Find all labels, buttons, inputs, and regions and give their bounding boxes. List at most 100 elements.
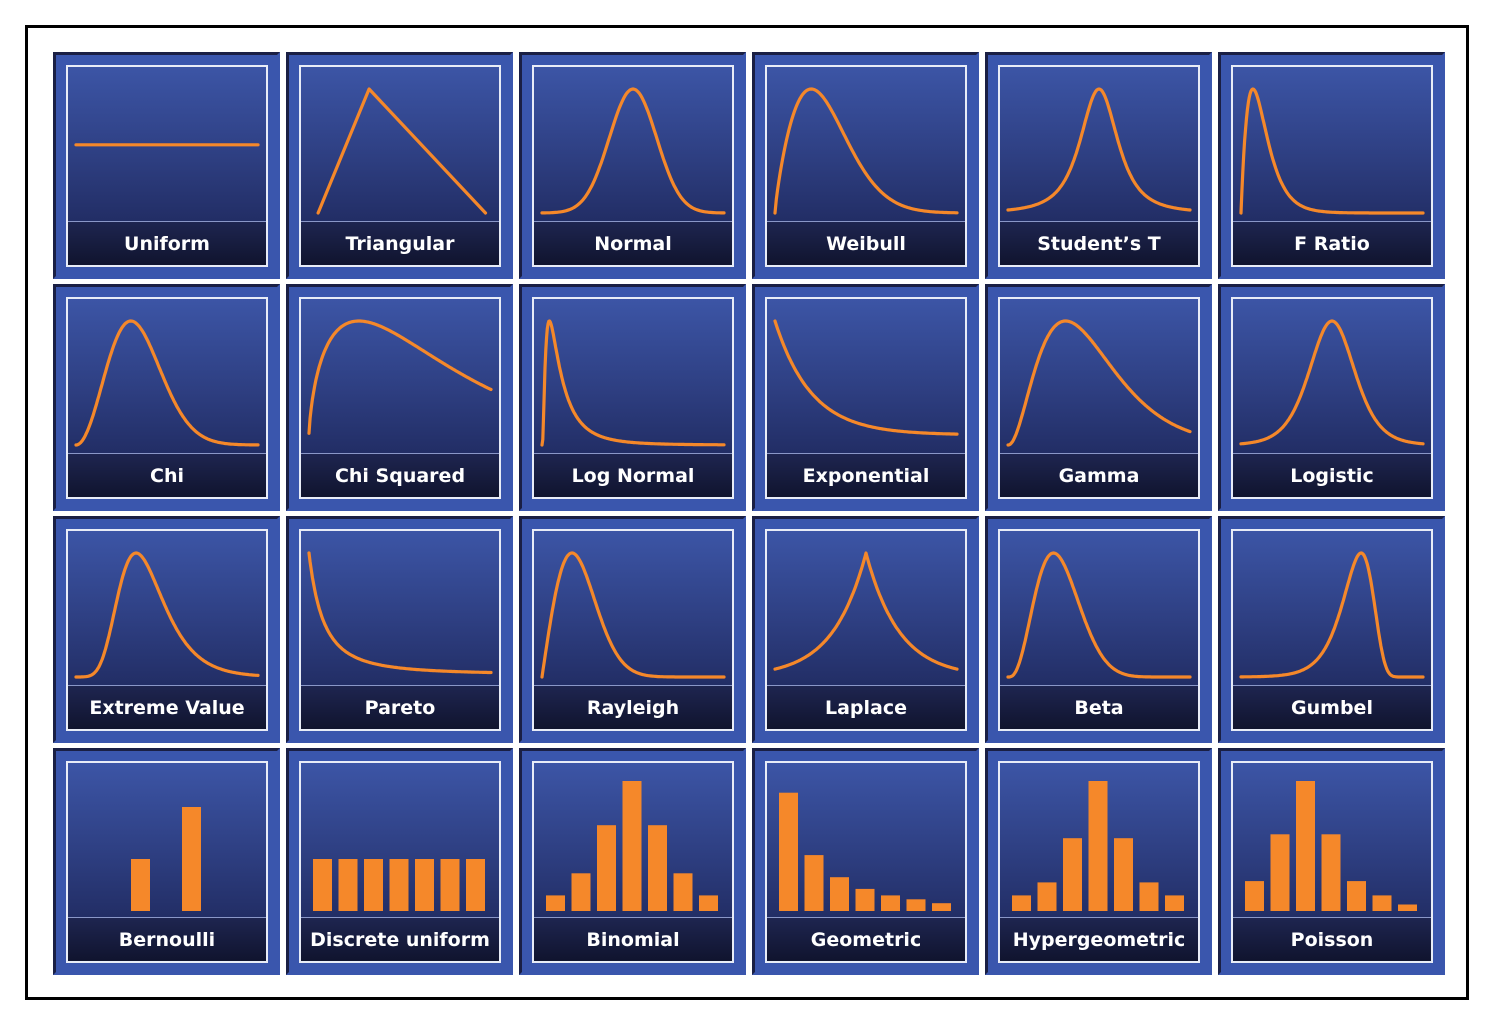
- tile-rayleigh: Rayleigh: [519, 516, 746, 743]
- distribution-chart: [1239, 319, 1425, 446]
- tile-pareto: Pareto: [286, 516, 513, 743]
- distribution-chart: [1239, 87, 1425, 215]
- density-curve: [307, 551, 493, 675]
- tile-label: Pareto: [301, 685, 499, 729]
- bar-3: [597, 825, 616, 911]
- bar-7: [932, 903, 951, 911]
- tile-plot: [767, 763, 965, 917]
- bar-7: [466, 859, 485, 911]
- tile-plot: [301, 299, 499, 453]
- density-curve: [540, 551, 726, 679]
- tile-label: Poisson: [1233, 917, 1431, 961]
- density-curve: [1239, 551, 1425, 679]
- tile-lognormal: Log Normal: [519, 284, 746, 511]
- tile-triangular: Triangular: [286, 52, 513, 279]
- density-curve: [1006, 87, 1192, 212]
- tile-weibull: Weibull: [752, 52, 979, 279]
- tile-label: Gamma: [1000, 453, 1198, 497]
- tile-plot: [68, 67, 266, 221]
- density-curve: [74, 319, 260, 447]
- distribution-chart: [1012, 781, 1184, 911]
- tile-panel: Log Normal: [532, 297, 734, 499]
- tile-panel: Extreme Value: [66, 529, 268, 731]
- tile-panel: Hypergeometric: [998, 761, 1200, 963]
- density-curve: [1006, 319, 1192, 447]
- bar-7: [1398, 904, 1417, 911]
- density-curve: [540, 87, 726, 215]
- tile-plot: [534, 299, 732, 453]
- bar-5: [182, 807, 201, 911]
- density-curve: [1006, 551, 1192, 679]
- tile-panel: Beta: [998, 529, 1200, 731]
- tile-plot: [301, 67, 499, 221]
- bar-6: [673, 873, 693, 911]
- tile-label: Rayleigh: [534, 685, 732, 729]
- density-curve: [316, 87, 488, 215]
- bar-3: [364, 859, 383, 911]
- tile-extremevalue: Extreme Value: [53, 516, 280, 743]
- tile-bars-19: Discrete uniform: [286, 748, 513, 975]
- tile-label: Laplace: [767, 685, 965, 729]
- tile-panel: Student’s T: [998, 65, 1200, 267]
- distribution-chart: [540, 87, 726, 215]
- distribution-chart: [773, 319, 959, 436]
- tile-bars-18: Bernoulli: [53, 748, 280, 975]
- distribution-chart: [74, 143, 260, 147]
- tile-panel: Exponential: [765, 297, 967, 499]
- distribution-chart: [74, 319, 260, 447]
- outer-frame: [25, 25, 1469, 1000]
- bar-2: [1037, 882, 1057, 911]
- tile-label: Normal: [534, 221, 732, 265]
- tile-panel: Rayleigh: [532, 529, 734, 731]
- tile-label: Chi: [68, 453, 266, 497]
- tile-label: Log Normal: [534, 453, 732, 497]
- distribution-chart: [1006, 87, 1192, 212]
- tile-panel: Bernoulli: [66, 761, 268, 963]
- tile-panel: Gamma: [998, 297, 1200, 499]
- tile-label: Uniform: [68, 221, 266, 265]
- tile-panel: Triangular: [299, 65, 501, 267]
- tile-label: Geometric: [767, 917, 965, 961]
- tile-bars-20: Binomial: [519, 748, 746, 975]
- density-curve: [1239, 87, 1425, 215]
- tile-label: Exponential: [767, 453, 965, 497]
- bar-3: [1296, 781, 1315, 911]
- bar-5: [648, 825, 667, 911]
- distribution-chart: [1239, 551, 1425, 679]
- distribution-chart: [316, 87, 488, 215]
- tile-plot: [1000, 763, 1198, 917]
- distribution-chart: [131, 807, 201, 911]
- bar-4: [622, 781, 642, 911]
- tile-chi: Chi: [53, 284, 280, 511]
- tile-label: Triangular: [301, 221, 499, 265]
- distribution-chart: [74, 551, 260, 679]
- bar-7: [1165, 895, 1184, 911]
- tile-plot: [68, 531, 266, 685]
- density-curve: [540, 319, 726, 447]
- tile-panel: Laplace: [765, 529, 967, 731]
- tile-exponential: Exponential: [752, 284, 979, 511]
- tile-label: Discrete uniform: [301, 917, 499, 961]
- distribution-chart: [779, 792, 951, 911]
- bar-7: [699, 895, 718, 911]
- tile-label: Bernoulli: [68, 917, 266, 961]
- bar-6: [1139, 882, 1159, 911]
- distribution-chart: [1245, 781, 1417, 911]
- bar-6: [440, 859, 460, 911]
- tile-chisquared: Chi Squared: [286, 284, 513, 511]
- bar-6: [906, 899, 926, 911]
- tile-plot: [1233, 531, 1431, 685]
- distribution-chart: [307, 319, 493, 435]
- tile-panel: Uniform: [66, 65, 268, 267]
- tile-studentt: Student’s T: [985, 52, 1212, 279]
- tile-bars-21: Geometric: [752, 748, 979, 975]
- tile-plot: [767, 299, 965, 453]
- distribution-chart: [546, 781, 718, 911]
- tile-plot: [68, 299, 266, 453]
- tile-panel: F Ratio: [1231, 65, 1433, 267]
- distribution-chart: [540, 551, 726, 679]
- distribution-chart: [307, 551, 493, 675]
- density-curve: [773, 87, 959, 215]
- tile-panel: Poisson: [1231, 761, 1433, 963]
- tile-label: Hypergeometric: [1000, 917, 1198, 961]
